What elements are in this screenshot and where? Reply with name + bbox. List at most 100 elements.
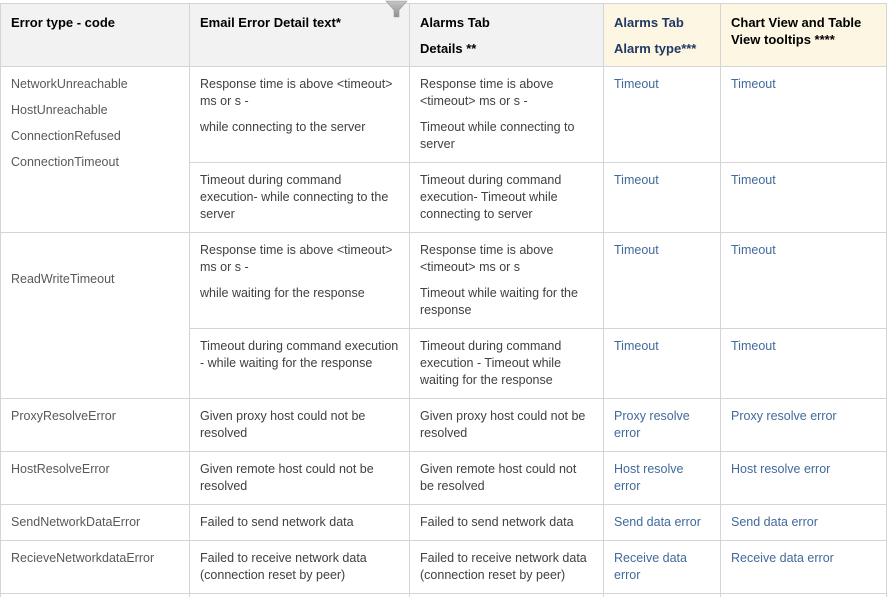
cell-alarm-type: Host resolve error: [603, 451, 721, 505]
email-detail-text: while connecting to the server: [200, 120, 366, 134]
cell-email-detail: Timeout during command execution - while…: [189, 328, 410, 399]
table-row: Timeout during command execution - while…: [1, 328, 887, 399]
cell-email-detail: Given proxy host could not be resolved: [189, 398, 410, 452]
email-detail-text: while waiting for the response: [200, 286, 365, 300]
alarm-details-text: Failed to send network data: [420, 515, 574, 529]
tooltip-value: Host resolve error: [731, 462, 831, 476]
table-row: RecieveNetworkdataError Failed to receiv…: [0, 540, 887, 594]
tooltip-value: Timeout: [731, 173, 776, 187]
alarm-type-value: Timeout: [614, 339, 659, 353]
error-code: HostUnreachable: [11, 103, 108, 117]
error-code: NetworkUnreachable: [11, 77, 128, 91]
col-header-error-type: Error type - code: [0, 3, 190, 67]
col-header-label: Details **: [420, 41, 477, 56]
alarm-details-text: Failed to receive network data (connecti…: [420, 551, 587, 582]
cell-error-codes: HostResolveError: [0, 451, 190, 505]
cell-tooltip: TLS Hadshake error: [720, 593, 887, 597]
col-header-label: Alarms Tab: [420, 15, 490, 30]
cell-alarm-details: Given remote host could not be resolved: [409, 451, 604, 505]
tooltip-value: Proxy resolve error: [731, 409, 837, 423]
cell-alarm-type: Timeout: [603, 162, 721, 233]
cell-email-detail: Response time is above <timeout> ms or s…: [189, 232, 410, 329]
cell-alarm-type: Timeout: [603, 232, 721, 329]
cell-alarm-details: Given proxy host could not be resolved: [409, 398, 604, 452]
alarm-type-value: Send data error: [614, 515, 701, 529]
funnel-filter-icon[interactable]: [385, 0, 408, 18]
alarm-type-value: Timeout: [614, 77, 659, 91]
cell-error-codes: TemporaryTLSHandshakeError PermanentTLSH…: [0, 593, 190, 597]
error-code: ReadWriteTimeout: [11, 272, 115, 286]
table-row: Timeout during command execution- while …: [1, 162, 887, 233]
cell-error-codes: ReadWriteTimeout: [0, 232, 190, 399]
tooltip-value: Timeout: [731, 77, 776, 91]
cell-alarm-type: TLS Hadshake error: [603, 593, 721, 597]
error-code: ProxyResolveError: [11, 409, 116, 423]
error-code: ConnectionRefused: [11, 129, 121, 143]
tooltip-value: Timeout: [731, 243, 776, 257]
alarm-details-text: Timeout while connecting to server: [420, 120, 575, 151]
col-header-alarm-type: Alarms Tab Alarm type***: [603, 3, 721, 67]
cell-error-codes: ProxyResolveError: [0, 398, 190, 452]
cell-tooltip: Send data error: [720, 504, 887, 541]
alarm-type-value: Timeout: [614, 243, 659, 257]
alarm-details-text: Response time is above <timeout> ms or s: [420, 243, 554, 274]
cell-alarm-type: Timeout: [603, 66, 721, 163]
email-detail-text: Failed to receive network data (connecti…: [200, 551, 367, 582]
cell-alarm-details: TLS Hadshake error: [409, 593, 604, 597]
table-row: ReadWriteTimeout Response time is above …: [0, 232, 887, 399]
error-mapping-table: Error type - code Email Error Detail tex…: [0, 3, 887, 597]
cell-alarm-type: Send data error: [603, 504, 721, 541]
table-row: ProxyResolveError Given proxy host could…: [0, 398, 887, 452]
cell-error-codes: RecieveNetworkdataError: [0, 540, 190, 594]
col-header-tooltips: Chart View and Table View tooltips ****: [720, 3, 887, 67]
cell-tooltip: Proxy resolve error: [720, 398, 887, 452]
cell-email-detail: Timeout during command execution- while …: [189, 162, 410, 233]
error-code: HostResolveError: [11, 462, 110, 476]
col-header-label: Chart View and Table View tooltips ****: [731, 15, 862, 47]
tooltip-value: Send data error: [731, 515, 818, 529]
tooltip-value: Receive data error: [731, 551, 834, 565]
alarm-type-value: Timeout: [614, 173, 659, 187]
col-header-email-detail: Email Error Detail text*: [189, 3, 410, 67]
cell-tooltip: Timeout: [720, 162, 887, 233]
cell-alarm-details: Response time is above <timeout> ms or s…: [409, 232, 604, 329]
table-row: NetworkUnreachable HostUnreachable Conne…: [0, 66, 887, 233]
error-code: RecieveNetworkdataError: [11, 551, 155, 565]
cell-alarm-details: Response time is above <timeout> ms or s…: [409, 66, 604, 163]
cell-alarm-type: Receive data error: [603, 540, 721, 594]
cell-email-detail: Failed to send network data: [189, 504, 410, 541]
email-detail-text: Response time is above <timeout> ms or s…: [200, 77, 393, 108]
email-detail-text: Timeout during command execution - while…: [200, 339, 399, 370]
cell-error-codes: NetworkUnreachable HostUnreachable Conne…: [0, 66, 190, 233]
alarm-type-value: Proxy resolve error: [614, 409, 690, 440]
alarm-details-text: Timeout during command execution - Timeo…: [420, 339, 562, 387]
header-row: Error type - code Email Error Detail tex…: [0, 3, 887, 67]
table-row: TemporaryTLSHandshakeError PermanentTLSH…: [0, 593, 887, 597]
cell-email-detail: Failed to receive network data (connecti…: [189, 540, 410, 594]
alarm-type-value: Host resolve error: [614, 462, 684, 493]
tooltip-value: Timeout: [731, 339, 776, 353]
cell-email-detail: Given remote host could not be resolved: [189, 451, 410, 505]
error-code: SendNetworkDataError: [11, 515, 141, 529]
alarm-details-text: Timeout while waiting for the response: [420, 286, 578, 317]
cell-alarm-type: Timeout: [603, 328, 721, 399]
cell-email-detail: TLS Hadshake error: [189, 593, 410, 597]
cell-tooltip: Timeout: [720, 232, 887, 329]
cell-error-codes: SendNetworkDataError: [0, 504, 190, 541]
table-row: SendNetworkDataError Failed to send netw…: [0, 504, 887, 541]
alarm-type-value: Receive data error: [614, 551, 687, 582]
alarm-details-text: Timeout during command execution- Timeou…: [420, 173, 562, 221]
cell-alarm-details: Failed to send network data: [409, 504, 604, 541]
cell-alarm-details: Failed to receive network data (connecti…: [409, 540, 604, 594]
cell-alarm-details: Timeout during command execution- Timeou…: [409, 162, 604, 233]
email-detail-text: Timeout during command execution- while …: [200, 173, 389, 221]
col-header-label: Email Error Detail text*: [200, 15, 341, 30]
cell-alarm-details: Timeout during command execution - Timeo…: [409, 328, 604, 399]
cell-tooltip: Timeout: [720, 328, 887, 399]
table-row: HostResolveError Given remote host could…: [0, 451, 887, 505]
cell-email-detail: Response time is above <timeout> ms or s…: [189, 66, 410, 163]
alarm-details-text: Given remote host could not be resolved: [420, 462, 577, 493]
cell-alarm-type: Proxy resolve error: [603, 398, 721, 452]
email-detail-text: Response time is above <timeout> ms or s…: [200, 243, 393, 274]
